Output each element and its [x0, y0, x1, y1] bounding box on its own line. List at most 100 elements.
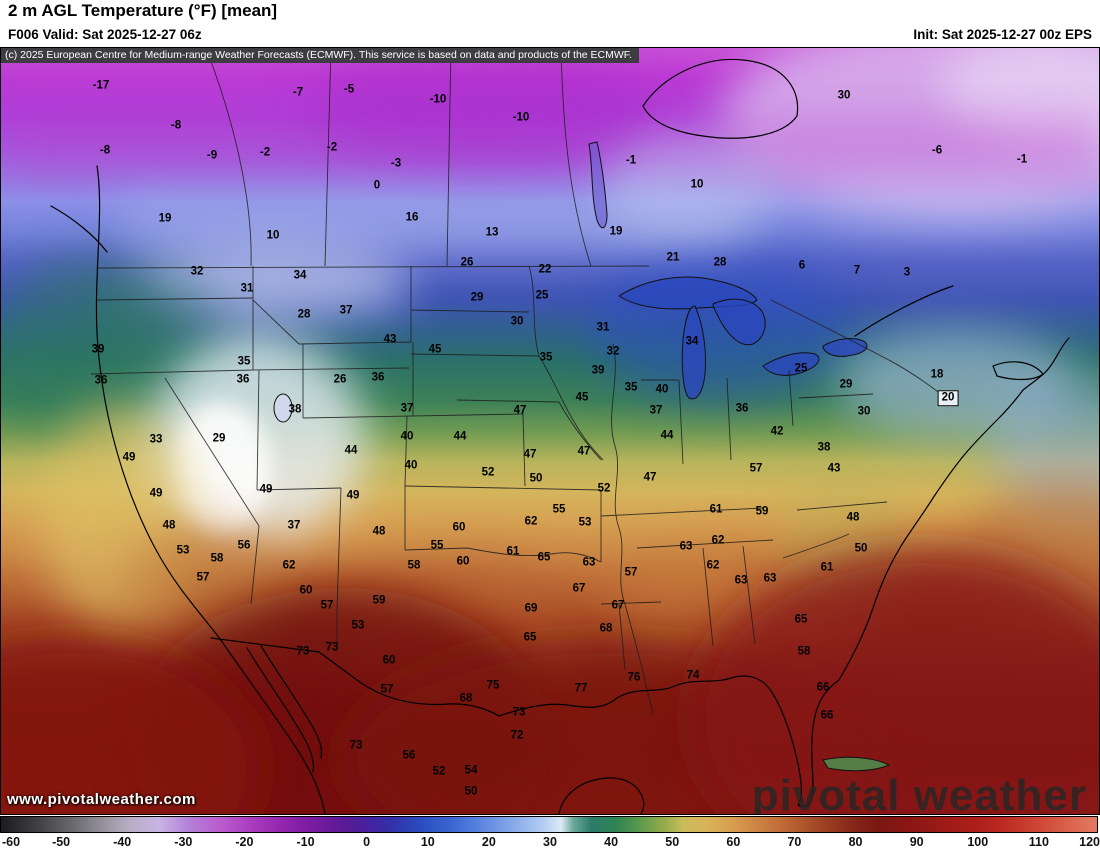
temp-label: 33: [149, 433, 163, 446]
temp-label: 63: [763, 572, 777, 585]
temp-label: 34: [685, 335, 699, 348]
temp-label: -2: [259, 146, 271, 159]
temp-label: 20: [937, 390, 959, 406]
temp-label: 36: [94, 374, 108, 387]
colorbar-tick: 90: [909, 835, 924, 849]
temp-label: 60: [452, 521, 466, 534]
temp-label: 72: [510, 729, 524, 742]
temp-label: -17: [92, 79, 110, 92]
temp-label: -8: [170, 119, 182, 132]
colorbar-tick: -20: [235, 835, 254, 849]
temp-label: 34: [293, 269, 307, 282]
temp-label: 61: [820, 561, 834, 574]
temp-label: 68: [599, 622, 613, 635]
temp-label: 19: [158, 212, 172, 225]
temp-label: 68: [459, 692, 473, 705]
temp-label: 25: [535, 289, 549, 302]
temp-label: 29: [839, 378, 853, 391]
temp-label: 56: [402, 749, 416, 762]
temp-label: 45: [575, 391, 589, 404]
temp-label: 57: [380, 683, 394, 696]
colorbar-tick: 0: [363, 835, 371, 849]
colorbar-tick: 120: [1079, 835, 1100, 849]
temp-label: -2: [326, 141, 338, 154]
temp-label: 73: [512, 706, 526, 719]
colorbar-ticks: -60 -50 -40 -30 -20 -10 0 10 20 30 40 50 60 70 80 90 100…: [0, 835, 1100, 850]
temperature-field: [1, 48, 1099, 814]
temp-label: 36: [236, 373, 250, 386]
temp-label: -1: [625, 154, 637, 167]
colorbar-tick: 50: [665, 835, 680, 849]
temp-label: 76: [627, 671, 641, 684]
temp-label: 35: [237, 355, 251, 368]
temp-label: 43: [383, 333, 397, 346]
temp-label: 67: [611, 599, 625, 612]
temp-label: 45: [428, 343, 442, 356]
temp-label: 39: [591, 364, 605, 377]
temp-label: 52: [481, 466, 495, 479]
colorbar-gradient: [0, 816, 1098, 833]
temp-label: 56: [237, 539, 251, 552]
temp-label: 73: [325, 641, 339, 654]
temp-label: 65: [523, 631, 537, 644]
temp-label: 57: [320, 599, 334, 612]
temp-label: 53: [176, 544, 190, 557]
temp-label: 31: [240, 282, 254, 295]
temp-label: 73: [296, 645, 310, 658]
colorbar-tick: -60: [2, 835, 21, 849]
temp-label: 58: [797, 645, 811, 658]
temp-label: 44: [453, 430, 467, 443]
temp-label: 62: [706, 559, 720, 572]
temp-label: 47: [577, 445, 591, 458]
temp-label: 40: [400, 430, 414, 443]
temp-label: 65: [537, 551, 551, 564]
temp-label: 16: [405, 211, 419, 224]
temp-label: 7: [853, 264, 861, 277]
temp-label: 37: [287, 519, 301, 532]
temp-label: 38: [817, 441, 831, 454]
temp-label: 50: [854, 542, 868, 555]
temp-label: 47: [513, 404, 527, 417]
temp-label: 48: [846, 511, 860, 524]
temp-label: 62: [282, 559, 296, 572]
temp-label: 77: [574, 682, 588, 695]
temp-label: 13: [485, 226, 499, 239]
temp-label: 32: [190, 265, 204, 278]
header: 2 m AGL Temperature (°F) [mean] F006 Val…: [0, 0, 1100, 47]
temp-labels: -17 -7 -5 -10 -10 30 -8 -8 -9 -2 -2 -3 0 -1 -6 -1 10 19 10…: [1, 48, 1099, 814]
temp-label: 22: [538, 263, 552, 276]
temp-label: 43: [827, 462, 841, 475]
temp-label: 49: [259, 483, 273, 496]
temp-label: 60: [456, 555, 470, 568]
temp-label: 25: [794, 362, 808, 375]
init-time: Init: Sat 2025-12-27 00z EPS: [913, 27, 1092, 42]
temp-label: 50: [464, 785, 478, 798]
temp-label: 42: [770, 425, 784, 438]
temp-label: 55: [430, 539, 444, 552]
map-title: 2 m AGL Temperature (°F) [mean]: [8, 1, 278, 20]
temp-label: 63: [582, 556, 596, 569]
temp-label: 40: [655, 383, 669, 396]
temp-label: 63: [679, 540, 693, 553]
temp-label: 57: [196, 571, 210, 584]
temp-label: 48: [162, 519, 176, 532]
colorbar-tick: 100: [967, 835, 989, 849]
temp-label: 35: [539, 351, 553, 364]
temp-label: -7: [292, 86, 304, 99]
temp-label: 50: [529, 472, 543, 485]
colorbar: -60 -50 -40 -30 -20 -10 0 10 20 30 40 50 60 70 80 90 100…: [0, 815, 1100, 850]
temp-label: 30: [857, 405, 871, 418]
temp-label: 60: [382, 654, 396, 667]
temp-label: 62: [524, 515, 538, 528]
map-canvas: (c) 2025 European Centre for Medium-rang…: [0, 47, 1100, 815]
temp-label: 30: [510, 315, 524, 328]
valid-time: F006 Valid: Sat 2025-12-27 06z: [8, 27, 202, 42]
temp-label: 52: [597, 482, 611, 495]
temp-label: 49: [346, 489, 360, 502]
colorbar-tick: -50: [52, 835, 71, 849]
temp-label: 69: [524, 602, 538, 615]
temp-label: 48: [372, 525, 386, 538]
temp-label: 28: [713, 256, 727, 269]
temp-label: 67: [572, 582, 586, 595]
colorbar-tick: 30: [543, 835, 557, 849]
